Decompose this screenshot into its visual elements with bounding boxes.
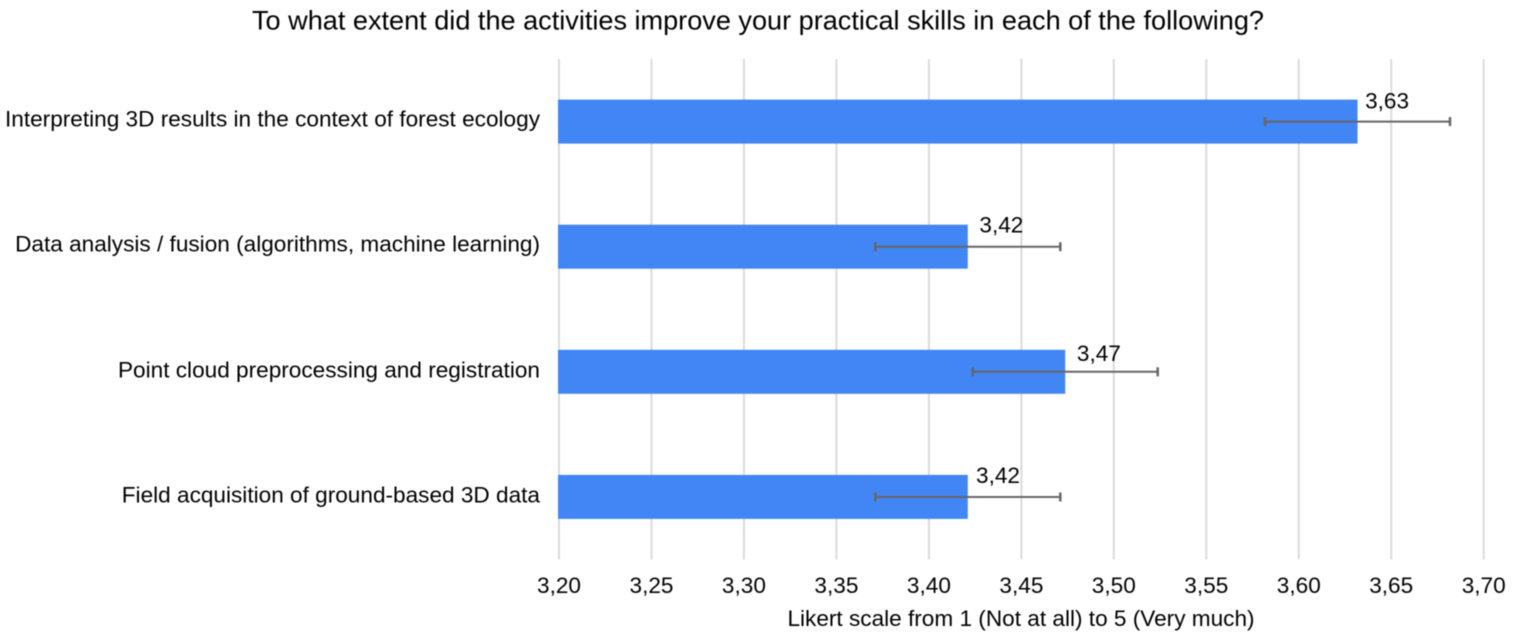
svg-text:Likert scale from 1 (Not at al: Likert scale from 1 (Not at all) to 5 (V… [787,606,1254,631]
svg-text:3,47: 3,47 [1077,341,1121,366]
svg-text:3,25: 3,25 [630,573,674,598]
svg-text:3,65: 3,65 [1369,573,1413,598]
svg-text:3,42: 3,42 [976,463,1020,488]
svg-text:Data analysis / fusion (algori: Data analysis / fusion (algorithms, mach… [15,231,540,256]
svg-text:3,50: 3,50 [1092,573,1136,598]
svg-text:3,35: 3,35 [814,573,858,598]
svg-text:3,40: 3,40 [907,573,951,598]
svg-text:3,45: 3,45 [999,573,1043,598]
svg-text:Field acquisition of ground-ba: Field acquisition of ground-based 3D dat… [122,483,541,508]
svg-text:3,30: 3,30 [722,573,766,598]
svg-text:3,42: 3,42 [979,213,1023,238]
svg-text:Interpreting 3D results in the: Interpreting 3D results in the context o… [5,107,541,132]
svg-text:3,60: 3,60 [1277,573,1321,598]
svg-text:Point cloud preprocessing and: Point cloud preprocessing and registrati… [118,358,540,383]
svg-text:3,55: 3,55 [1184,573,1228,598]
svg-text:To what extent did the activit: To what extent did the activities improv… [252,5,1264,36]
svg-text:3,20: 3,20 [537,573,581,598]
svg-text:3,70: 3,70 [1462,573,1506,598]
svg-text:3,63: 3,63 [1365,88,1409,113]
